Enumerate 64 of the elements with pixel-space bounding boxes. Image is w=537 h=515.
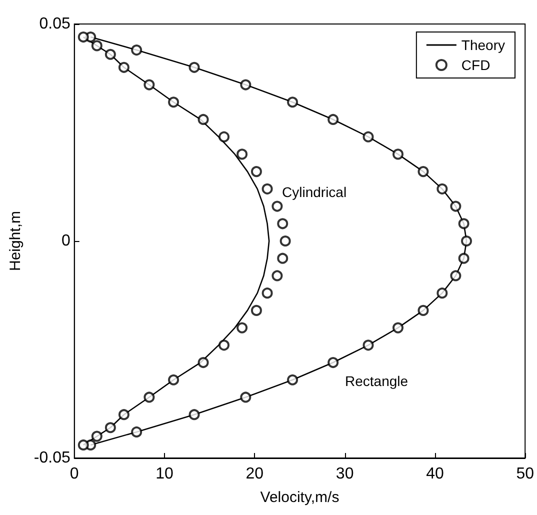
annotation: Rectangle xyxy=(345,373,408,389)
x-tick-label: 10 xyxy=(156,466,174,482)
point xyxy=(91,40,102,52)
annotation: Cylindrical xyxy=(282,184,347,200)
point xyxy=(272,200,283,212)
y-axis-title: Height,m xyxy=(7,210,24,272)
point xyxy=(328,357,339,368)
point xyxy=(78,32,89,43)
point xyxy=(131,44,142,56)
point xyxy=(240,392,252,403)
x-tick-label: 20 xyxy=(246,466,264,482)
point xyxy=(188,62,200,73)
point xyxy=(144,79,155,90)
point xyxy=(262,288,273,299)
point xyxy=(131,426,142,438)
point xyxy=(91,430,102,442)
point xyxy=(188,409,200,420)
y-tick-label: 0.05 xyxy=(39,16,70,32)
legend-label: CFD xyxy=(461,57,490,73)
point xyxy=(328,114,339,125)
point xyxy=(236,148,248,160)
point xyxy=(104,422,116,434)
point xyxy=(418,304,429,316)
point xyxy=(78,439,89,450)
point xyxy=(277,218,288,230)
point xyxy=(392,322,404,334)
point xyxy=(168,374,180,386)
point xyxy=(280,236,291,246)
point xyxy=(250,304,262,316)
point xyxy=(144,392,155,403)
y-tick-label: -0.05 xyxy=(34,450,70,466)
point xyxy=(198,114,209,125)
point xyxy=(287,96,298,108)
point xyxy=(436,288,448,299)
point xyxy=(118,62,130,73)
point xyxy=(277,252,288,264)
point xyxy=(458,252,470,264)
point xyxy=(272,270,283,282)
point xyxy=(240,79,252,90)
point xyxy=(450,200,462,212)
point xyxy=(262,183,273,194)
x-axis-title: Velocity,m/s xyxy=(260,489,340,506)
point xyxy=(418,166,429,178)
point xyxy=(392,148,404,160)
x-tick-label: 50 xyxy=(516,466,534,482)
x-tick-label: 30 xyxy=(336,466,354,482)
point xyxy=(118,409,130,420)
point xyxy=(168,96,180,108)
point xyxy=(461,236,472,246)
x-tick-label: 40 xyxy=(426,466,444,482)
point xyxy=(218,131,230,142)
point xyxy=(450,270,462,282)
point xyxy=(436,183,448,194)
point xyxy=(218,340,230,351)
legend-label: Theory xyxy=(461,37,506,53)
point xyxy=(362,340,374,351)
point xyxy=(104,48,116,60)
point xyxy=(198,357,209,368)
point xyxy=(362,131,374,142)
point xyxy=(250,166,262,178)
point xyxy=(287,374,298,386)
point xyxy=(236,322,248,334)
y-tick-label: 0 xyxy=(61,232,70,250)
point xyxy=(458,218,470,230)
